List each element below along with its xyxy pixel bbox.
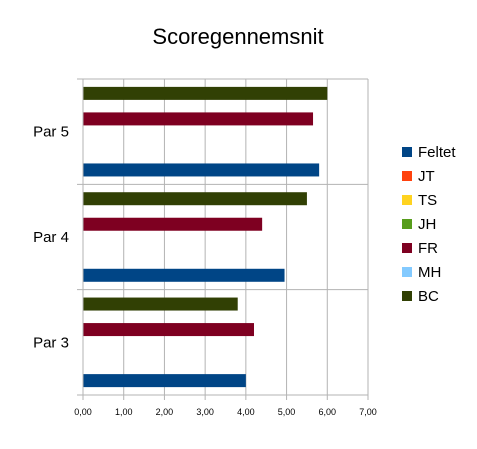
legend-label: FR	[418, 240, 438, 257]
x-tick-label: 0,00	[74, 407, 92, 417]
tick-labels: 0,00 1,00 2,00 3,00 4,00 5,00 6,00 7,00	[74, 407, 377, 417]
bar-fr	[83, 323, 254, 337]
bar-bc	[83, 192, 307, 206]
legend-swatch	[402, 195, 412, 205]
legend-label: JH	[418, 216, 436, 233]
legend-swatch	[402, 219, 412, 229]
bar-feltet	[83, 268, 285, 282]
x-tick-label: 4,00	[237, 407, 255, 417]
category-label: Par 5	[33, 124, 69, 141]
bar-feltet	[83, 163, 320, 177]
legend-item: TS	[402, 192, 437, 209]
bar-feltet	[83, 374, 246, 388]
x-tick-label: 1,00	[115, 407, 133, 417]
bar-fr	[83, 217, 263, 231]
x-tick-label: 2,00	[156, 407, 174, 417]
legend-swatch	[402, 147, 412, 157]
x-tick-label: 3,00	[196, 407, 214, 417]
legend-item: JT	[402, 168, 435, 185]
legend-swatch	[402, 267, 412, 277]
legend-item: Feltet	[402, 144, 456, 161]
bar-bc	[83, 297, 238, 311]
legend-item: MH	[402, 264, 441, 281]
legend-label: TS	[418, 192, 437, 209]
legend-swatch	[402, 171, 412, 181]
bar-fr	[83, 112, 314, 126]
x-tick-label: 7,00	[359, 407, 377, 417]
x-tick-label: 5,00	[278, 407, 296, 417]
bars	[83, 86, 328, 388]
chart-title: Scoregennemsnit	[152, 24, 323, 49]
grid-lines	[77, 78, 369, 400]
legend-item: JH	[402, 216, 436, 233]
legend: Feltet JT TS JH FR MH BC	[402, 144, 456, 305]
legend-label: JT	[418, 168, 435, 185]
category-label: Par 3	[33, 334, 69, 351]
category-labels: Par 3 Par 4 Par 5	[33, 124, 69, 352]
legend-swatch	[402, 243, 412, 253]
legend-item: FR	[402, 240, 438, 257]
x-tick-label: 6,00	[319, 407, 337, 417]
legend-label: BC	[418, 288, 439, 305]
category-label: Par 4	[33, 229, 69, 246]
legend-label: MH	[418, 264, 441, 281]
bar-bc	[83, 86, 328, 100]
legend-label: Feltet	[418, 144, 456, 161]
legend-swatch	[402, 291, 412, 301]
legend-item: BC	[402, 288, 439, 305]
